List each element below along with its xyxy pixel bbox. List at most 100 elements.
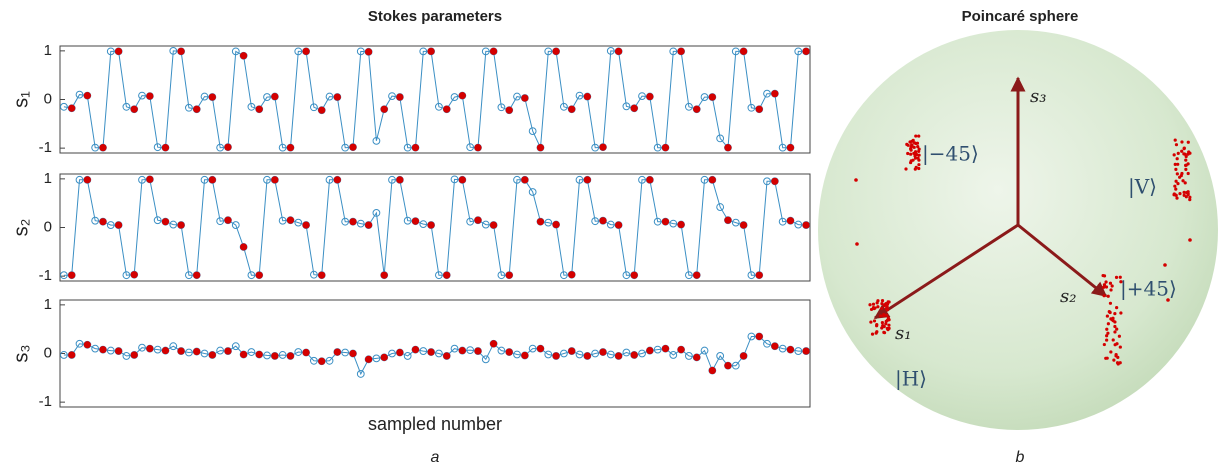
data-point [787,144,794,151]
cluster-dot [1188,238,1192,242]
cluster-dot [1113,312,1116,315]
cluster-dot [884,322,887,325]
data-point [177,48,184,55]
cluster-dot [917,163,920,166]
data-point [256,272,263,279]
cluster-dot [909,147,912,150]
data-point [756,272,763,279]
data-point [537,345,544,352]
caption: a [431,449,440,466]
data-point [115,221,122,228]
cluster-dot [1106,314,1109,317]
cluster-dot [1105,328,1108,331]
cluster-dot [1166,298,1170,302]
data-point [162,347,169,354]
data-point [131,106,138,113]
data-point [412,346,419,353]
data-point [256,106,263,113]
data-point [693,272,700,279]
data-point [552,221,559,228]
axes-box [60,300,810,407]
cluster-dot [911,159,914,162]
data-point [631,272,638,279]
data-point [709,176,716,183]
cluster-dot [1109,350,1112,353]
cluster-dot [1106,332,1109,335]
cluster-dot [1180,140,1183,143]
cluster-dot [918,147,921,150]
cluster-dot [1174,138,1177,141]
cluster-dot [1176,157,1179,160]
data-point [146,176,153,183]
cluster-dot [1104,280,1107,283]
data-point [115,48,122,55]
cluster-dot [1173,153,1176,156]
data-point [427,221,434,228]
cluster-dot [1103,343,1106,346]
data-point [802,221,809,228]
cluster-dot [904,167,907,170]
data-point [287,144,294,151]
cluster-dot [1115,342,1118,345]
data-point [318,107,325,114]
data-point [771,90,778,97]
cluster-dot [1175,197,1178,200]
data-point [459,347,466,354]
data-point [459,176,466,183]
data-point [443,352,450,359]
cluster-dot [1163,263,1167,267]
cluster-dot [1119,361,1122,364]
data-point [787,346,794,353]
axis-label: s₃ [1030,86,1046,107]
y-tick-label: 0 [44,90,52,107]
cluster-dot [1184,159,1187,162]
data-point [287,352,294,359]
data-point [771,343,778,350]
cluster-dot [914,134,917,137]
data-point [443,106,450,113]
data-point [115,347,122,354]
data-point [84,176,91,183]
data-point [709,367,716,374]
cluster-dot [1176,182,1179,185]
data-point [521,352,528,359]
cluster-dot [913,146,916,149]
data-point [240,351,247,358]
cluster-dot [1115,306,1118,309]
cluster-dot [1178,176,1181,179]
data-point [287,217,294,224]
data-point [740,352,747,359]
cluster-dot [1176,172,1179,175]
data-point [131,351,138,358]
data-point [756,333,763,340]
data-point [724,217,731,224]
data-point [271,93,278,100]
data-point [209,176,216,183]
cluster-dot [1183,147,1186,150]
y-tick-label: 1 [44,42,52,59]
cluster-dot [1119,311,1122,314]
cluster-dot [1105,285,1108,288]
data-point [568,271,575,278]
data-point [787,217,794,224]
cluster-dot [886,305,889,308]
data-point [162,218,169,225]
cluster-dot [870,308,873,311]
cluster-dot [1178,192,1181,195]
cluster-dot [1106,357,1109,360]
data-point [427,48,434,55]
cluster-dot [1105,338,1108,341]
cluster-dot [875,332,878,335]
cluster-dot [883,331,886,334]
cluster-dot [1109,317,1112,320]
cluster-dot [855,242,859,246]
cluster-dot [879,314,882,317]
cluster-dot [887,300,890,303]
cluster-dot [1109,288,1112,291]
data-point [506,107,513,114]
data-point [131,271,138,278]
axis-label: s₁ [895,323,911,344]
y-tick-label: -1 [39,267,52,284]
cluster-dot [876,305,879,308]
data-point [396,93,403,100]
